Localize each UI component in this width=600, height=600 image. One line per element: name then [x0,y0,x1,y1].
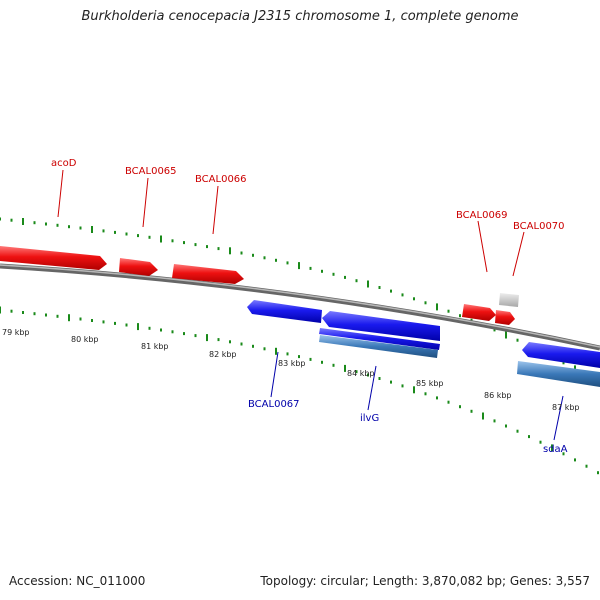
lower-tick-row [0,306,599,475]
gene-sdaA-lower-band[interactable] [517,361,600,387]
gene-ilvG-arrow[interactable] [322,311,440,341]
topology-summary-text: Topology: circular; Length: 3,870,082 bp… [260,574,590,588]
forward-label-lines [57,169,525,277]
gene-sdaA-arrow[interactable] [522,342,600,368]
gene-ilvG-lower-band[interactable] [319,335,438,358]
accession-text: Accession: NC_011000 [9,574,146,588]
gene-label-bcal0065[interactable]: BCAL0065 [125,166,177,177]
gene-bcal0067-arrow[interactable] [247,300,322,323]
gene-ilvG-cds-band[interactable] [319,328,440,350]
gene-label-ilvG[interactable]: ilvG [360,413,379,424]
gene-label-sdaA[interactable]: sdaA [543,444,568,455]
scale-label-80kbp: 80 kbp [71,335,99,344]
ilvG-label-line [367,365,377,411]
gene-acoD-arrow[interactable] [0,246,107,270]
grey-feature[interactable] [499,293,519,307]
acoD-label-line [57,169,64,218]
gene-label-bcal0069[interactable]: BCAL0069 [456,210,508,221]
gene-label-bcal0070[interactable]: BCAL0070 [513,221,565,232]
gene-bcal0066-arrow[interactable] [172,264,244,284]
bcal0065-label-line [142,177,149,228]
gene-bcal0069-arrow[interactable] [462,304,496,321]
bcal0070-label-line [512,231,525,277]
sdaA-label-line [553,395,564,441]
scale-label-85kbp: 85 kbp [416,379,444,388]
genome-backbone-highlight [0,264,600,348]
bcal0069-label-line [477,220,488,273]
map-title: Burkholderia cenocepacia J2315 chromosom… [81,9,519,24]
scale-label-79kbp: 79 kbp [2,328,30,337]
scale-label-86kbp: 86 kbp [484,391,512,400]
scale-label-82kbp: 82 kbp [209,350,237,359]
gene-label-bcal0066[interactable]: BCAL0066 [195,174,247,185]
scale-label-87kbp: 87 kbp [552,403,580,412]
gene-bcal0070-arrow[interactable] [495,310,515,325]
scale-label-81kbp: 81 kbp [141,342,169,351]
genome-backbone [0,263,600,351]
bcal0067-label-line [270,351,279,398]
gene-label-bcal0067[interactable]: BCAL0067 [248,399,300,410]
scale-label-83kbp: 83 kbp [278,359,306,368]
bcal0066-label-line [212,185,219,235]
gene-label-acoD[interactable]: acoD [51,158,77,169]
gene-bcal0065-arrow[interactable] [119,258,158,276]
scale-label-84kbp: 84 kbp [347,369,375,378]
reverse-label-lines [270,351,564,441]
